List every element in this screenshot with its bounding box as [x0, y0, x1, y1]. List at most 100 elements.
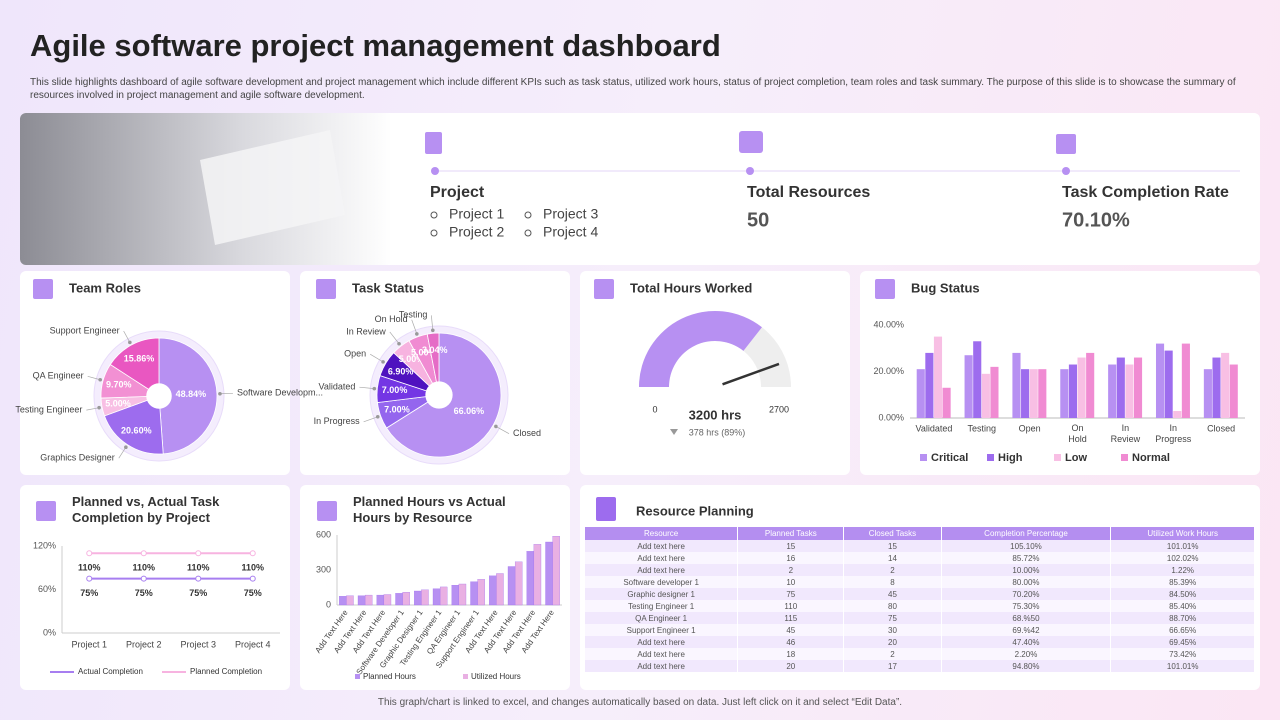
- bar: [533, 544, 542, 606]
- legend-label: Low: [1065, 452, 1087, 464]
- bar: [1086, 352, 1095, 418]
- table-row: Add text here 2 2 10.00% 1.22%: [585, 564, 1255, 576]
- gauge-needle: [722, 362, 780, 386]
- table-cell: 14: [843, 552, 942, 564]
- y-tick-label: 40.00%: [873, 319, 904, 329]
- page-title: Agile software project management dashbo…: [30, 28, 721, 63]
- x-tick-label: Closed: [1207, 423, 1235, 433]
- x-tick-label: In Review: [1111, 423, 1141, 444]
- bar: [990, 366, 999, 418]
- panel-title: Bug Status: [911, 280, 980, 295]
- category-label: In Review: [346, 326, 386, 336]
- column-header: Closed Tasks: [843, 527, 942, 540]
- table-row: Software developer 1 10 8 80.00% 85.39%: [585, 576, 1255, 588]
- table-cell: 110: [737, 600, 845, 612]
- bar: [545, 541, 553, 606]
- category-label: Testing Engineer: [15, 405, 82, 415]
- y-tick-label: 0%: [43, 627, 56, 637]
- leader-dot: [372, 386, 377, 391]
- project-item: Project 1: [449, 206, 504, 222]
- bar: [1012, 352, 1021, 418]
- bar: [1181, 343, 1190, 418]
- category-label: On Hold: [375, 314, 408, 324]
- bar: [395, 593, 403, 606]
- bar: [1029, 369, 1038, 418]
- legend-label: Planned Completion: [190, 667, 262, 676]
- table-cell: 80: [843, 600, 942, 612]
- project-item: Project 4: [543, 224, 598, 240]
- table-cell: 88.70%: [1110, 612, 1255, 624]
- leader-dot: [98, 377, 103, 382]
- description: This slide highlights dashboard of agile…: [30, 77, 1236, 101]
- bar: [1155, 343, 1165, 418]
- table-cell: 68.%50: [941, 612, 1112, 624]
- bar: [1125, 364, 1134, 418]
- table-cell: 15: [843, 540, 942, 552]
- leader-line: [389, 331, 400, 344]
- table-row: Add text here 18 2 2.20% 73.42%: [585, 648, 1255, 660]
- column-header: Completion Percentage: [941, 527, 1112, 540]
- panel: [300, 485, 570, 690]
- slice-label: 5.00%: [399, 354, 425, 364]
- table-cell: 75: [843, 612, 942, 624]
- bar: [552, 536, 560, 606]
- bar: [432, 588, 441, 606]
- kpi-label: Task Completion Rate: [1062, 184, 1229, 201]
- table-cell: 10.00%: [941, 564, 1112, 576]
- kpi-dot: [431, 167, 439, 175]
- table-cell: 85.39%: [1110, 576, 1255, 588]
- table-cell: 115: [737, 612, 845, 624]
- table-cell: 105.10%: [941, 540, 1112, 552]
- bar: [496, 573, 504, 606]
- x-tick-label: On Hold: [1068, 423, 1087, 444]
- panel: [20, 485, 290, 690]
- legend-label: Critical: [931, 452, 968, 464]
- leader-line: [369, 353, 384, 363]
- table-cell: 20: [737, 660, 845, 672]
- category-label: Testing: [399, 310, 428, 320]
- bar: [1060, 369, 1069, 418]
- table-cell: 17: [843, 660, 942, 672]
- point: [86, 550, 93, 557]
- bullet: [430, 229, 438, 237]
- icon: [33, 279, 53, 299]
- table-cell: 2.20%: [941, 648, 1112, 660]
- bar: [964, 355, 973, 418]
- point-label: 75%: [189, 588, 207, 598]
- bar: [1133, 357, 1143, 418]
- table-cell: 66.65%: [1110, 624, 1255, 636]
- table-cell: 101.01%: [1110, 540, 1255, 552]
- y-tick-label: 0.00%: [878, 412, 904, 422]
- bar: [1221, 352, 1230, 418]
- table-cell: 1.22%: [1110, 564, 1255, 576]
- panel: [860, 271, 1260, 475]
- bar: [477, 579, 485, 606]
- bar: [489, 575, 497, 606]
- icon: [596, 497, 616, 521]
- bar: [1038, 369, 1047, 418]
- bar: [1116, 357, 1125, 418]
- table-row: Testing Engineer 1 110 80 75.30% 85.40%: [585, 600, 1255, 612]
- table-row: Add text here 46 20 47.40% 69.45%: [585, 636, 1255, 648]
- point: [249, 550, 256, 557]
- bar: [981, 373, 990, 418]
- pie-slice: [109, 337, 160, 397]
- table-cell: Graphic designer 1: [585, 588, 739, 600]
- bar: [414, 590, 422, 606]
- table-cell: 46: [737, 636, 845, 648]
- point-label: 75%: [244, 588, 262, 598]
- point-label: 110%: [187, 563, 210, 573]
- table-cell: 85.72%: [941, 552, 1112, 564]
- table-cell: 84.50%: [1110, 588, 1255, 600]
- panel-title: Team Roles: [69, 280, 141, 295]
- legend-swatch: [920, 454, 927, 461]
- bar: [451, 585, 460, 606]
- legend-swatch: [1121, 454, 1128, 461]
- category-label: Support Engineer: [50, 325, 120, 335]
- bar: [514, 561, 523, 606]
- photo-laptop: [200, 130, 345, 245]
- kpi-dot: [746, 167, 754, 175]
- bar: [339, 596, 347, 606]
- icon: [36, 501, 56, 521]
- table-row: Add text here 16 14 85.72% 102.02%: [585, 552, 1255, 564]
